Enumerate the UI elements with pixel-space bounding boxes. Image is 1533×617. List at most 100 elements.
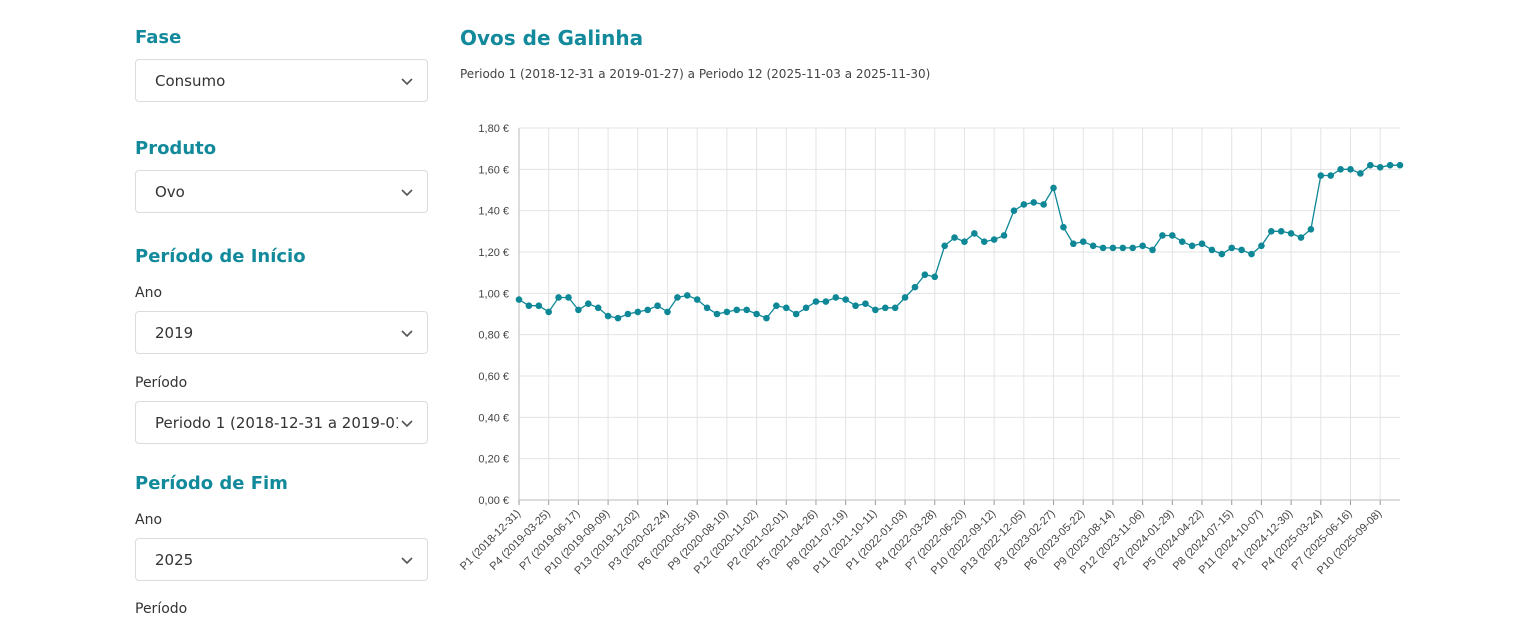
data-point <box>1089 242 1097 250</box>
data-point <box>1386 161 1394 169</box>
y-tick-label: 1,00 € <box>478 288 509 300</box>
data-point <box>1347 166 1354 173</box>
data-point <box>1159 232 1166 239</box>
data-point <box>891 304 899 312</box>
data-point <box>693 296 701 303</box>
data-point <box>812 298 820 305</box>
data-point <box>1079 238 1087 245</box>
data-point <box>921 271 929 279</box>
data-point <box>1396 161 1404 169</box>
data-point <box>1258 242 1265 250</box>
data-point <box>941 242 948 250</box>
data-point <box>1000 232 1008 239</box>
data-point <box>1238 246 1245 254</box>
data-point <box>872 306 879 314</box>
data-point <box>1109 244 1117 252</box>
data-point <box>802 304 810 312</box>
data-point <box>713 310 721 318</box>
chevron-down-icon <box>401 420 413 428</box>
data-point <box>1268 228 1275 235</box>
data-point <box>971 230 978 237</box>
data-point <box>1050 184 1057 192</box>
data-point <box>951 234 958 241</box>
data-point <box>822 298 830 305</box>
produto-title: Produto <box>135 138 217 159</box>
data-point <box>565 294 572 301</box>
data-point <box>1357 170 1364 177</box>
data-point <box>584 300 592 307</box>
data-point <box>782 304 790 312</box>
chevron-down-icon <box>401 189 413 197</box>
y-tick-label: 1,60 € <box>478 164 509 176</box>
chart-subtitle: Periodo 1 (2018-12-31 a 2019-01-27) a Pe… <box>460 67 931 81</box>
data-point <box>1188 242 1196 250</box>
data-point <box>832 294 840 301</box>
produto-select[interactable]: Ovo <box>135 170 428 213</box>
data-point <box>515 296 523 303</box>
fim-ano-value: 2025 <box>155 551 194 569</box>
fase-title: Fase <box>135 27 182 48</box>
data-point <box>1277 228 1285 235</box>
data-point <box>535 302 543 310</box>
inicio-ano-value: 2019 <box>155 324 194 342</box>
y-tick-label: 1,20 € <box>478 247 509 259</box>
fim-periodo-label: Período <box>135 601 188 617</box>
inicio-ano-select[interactable]: 2019 <box>135 311 428 354</box>
data-point <box>1099 244 1107 252</box>
data-point <box>545 308 552 316</box>
data-point <box>1327 172 1335 179</box>
data-point <box>1287 230 1295 237</box>
data-point <box>743 306 750 314</box>
data-point <box>1248 250 1255 258</box>
data-point <box>862 300 869 307</box>
data-point <box>1119 244 1127 252</box>
fase-select[interactable]: Consumo <box>135 59 428 102</box>
inicio-periodo-value: Periodo 1 (2018-12-31 a 2019-01-27) <box>155 414 398 432</box>
inicio-periodo-select[interactable]: Periodo 1 (2018-12-31 a 2019-01-27) <box>135 401 428 444</box>
data-point <box>1218 250 1226 258</box>
inicio-periodo-label: Período <box>135 375 188 391</box>
data-point <box>852 302 859 310</box>
fim-ano-label: Ano <box>135 512 163 528</box>
data-point <box>842 296 849 303</box>
data-point <box>733 306 741 314</box>
data-point <box>990 236 998 243</box>
data-point <box>911 283 919 291</box>
produto-select-value: Ovo <box>155 183 185 201</box>
series-line <box>518 164 1400 319</box>
data-point <box>575 306 582 314</box>
data-point <box>881 304 889 312</box>
y-tick-label: 0,60 € <box>478 371 509 383</box>
data-point <box>1139 242 1146 250</box>
data-point <box>624 310 632 318</box>
data-point <box>1149 246 1156 254</box>
data-point <box>1020 201 1028 208</box>
data-point <box>1376 163 1384 171</box>
data-point <box>555 294 562 301</box>
data-point <box>723 308 731 316</box>
y-tick-label: 0,20 € <box>478 454 509 466</box>
data-point <box>792 310 800 318</box>
data-point <box>614 314 622 322</box>
price-line-chart: 0,00 € 0,20 € 0,40 € 0,60 € 0,80 € 1,00 € 1,20… <box>458 123 1404 577</box>
data-point <box>683 292 691 299</box>
data-point <box>664 308 671 316</box>
data-point <box>1060 223 1067 231</box>
data-point <box>961 238 968 245</box>
chevron-down-icon <box>401 330 413 338</box>
data-point <box>1198 240 1206 248</box>
data-point <box>1070 240 1077 248</box>
y-tick-label: 0,00 € <box>478 495 509 507</box>
data-point <box>1297 234 1305 241</box>
data-point <box>674 294 681 301</box>
fim-ano-select[interactable]: 2025 <box>135 538 428 581</box>
chevron-down-icon <box>401 557 413 565</box>
data-point <box>931 273 939 281</box>
data-point <box>525 302 533 310</box>
data-point <box>980 238 988 245</box>
data-point <box>773 302 780 310</box>
data-point <box>1030 199 1038 206</box>
data-point <box>594 304 602 312</box>
data-point <box>901 294 909 301</box>
data-point <box>753 310 760 318</box>
